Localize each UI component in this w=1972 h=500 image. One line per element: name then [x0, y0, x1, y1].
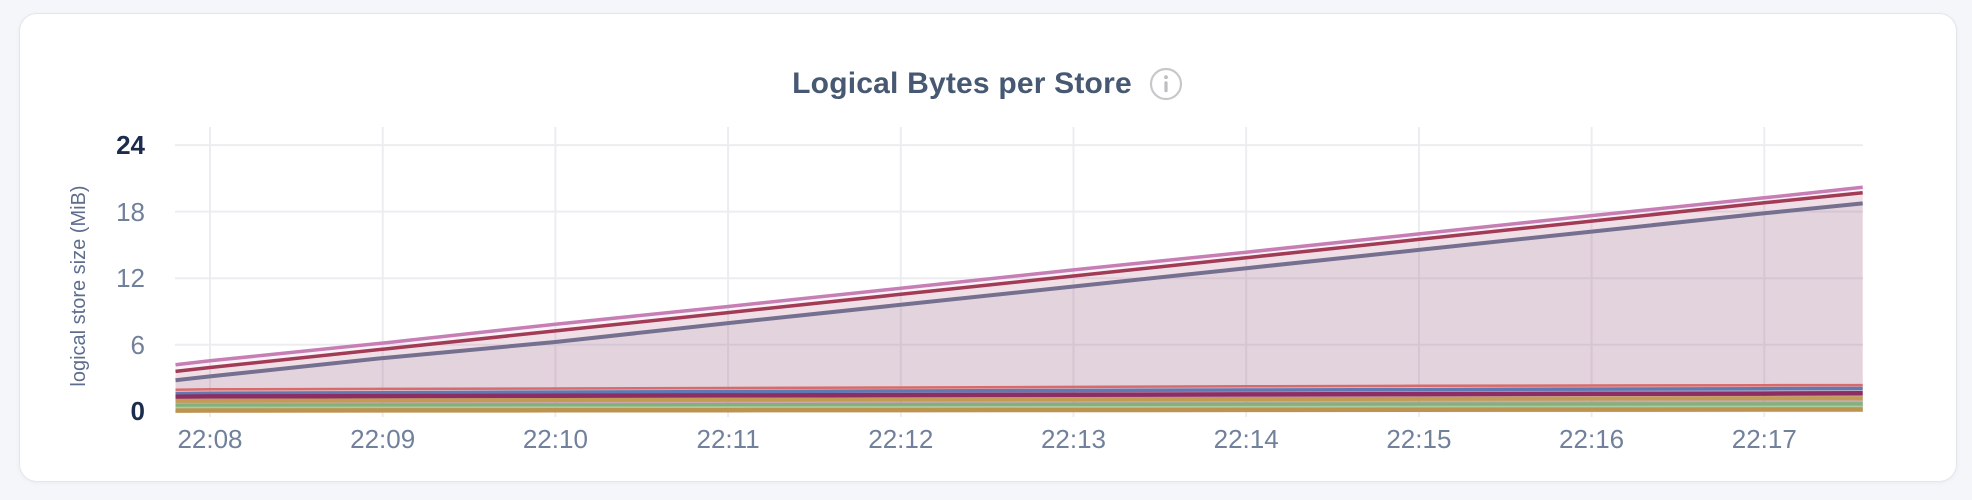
- x-tick-label: 22:11: [696, 424, 760, 454]
- x-tick-label: 22:16: [1559, 424, 1625, 454]
- x-tick-label: 22:12: [868, 424, 934, 454]
- y-tick-label: 6: [130, 329, 145, 360]
- y-tick-label: 0: [130, 396, 145, 427]
- x-tick-label: 22:09: [350, 424, 416, 454]
- x-tick-label: 22:14: [1213, 424, 1279, 454]
- y-tick-label: 18: [116, 196, 145, 227]
- y-tick-label: 12: [116, 263, 145, 294]
- x-tick-label: 22:08: [177, 424, 243, 454]
- x-tick-label: 22:15: [1386, 424, 1452, 454]
- chart-header: Logical Bytes per Store: [20, 66, 1956, 102]
- y-tick-label: 24: [116, 130, 145, 161]
- chart-title: Logical Bytes per Store: [792, 67, 1132, 100]
- x-tick-label: 22:17: [1731, 424, 1797, 454]
- x-tick-label: 22:13: [1040, 424, 1107, 454]
- plot-area[interactable]: [175, 128, 1863, 418]
- x-tick-label: 22:10: [522, 424, 588, 454]
- info-icon[interactable]: [1148, 66, 1184, 102]
